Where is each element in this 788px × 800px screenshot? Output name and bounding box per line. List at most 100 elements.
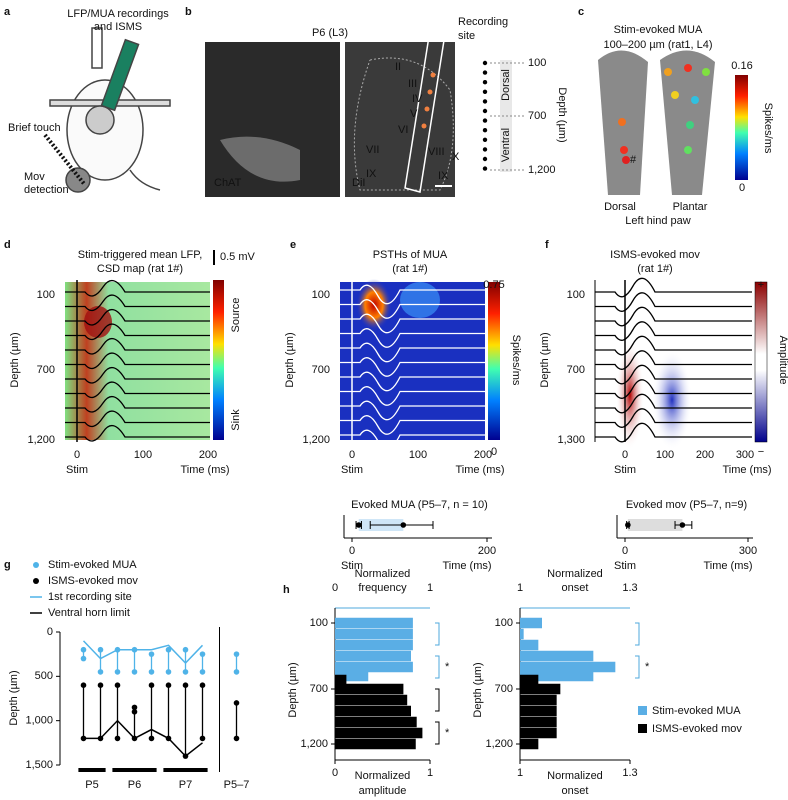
lamina-label: IX	[366, 168, 377, 180]
y-tick-label: 700	[567, 364, 585, 376]
label: Stim	[614, 464, 636, 476]
site-dot	[482, 60, 488, 66]
panel-d-map	[65, 250, 224, 440]
site-dot	[482, 128, 488, 133]
trace	[65, 396, 210, 413]
panel-letter: e	[290, 239, 296, 251]
point	[199, 651, 206, 657]
trace	[595, 422, 752, 443]
trace	[340, 299, 485, 319]
significance: *	[645, 661, 650, 673]
label: +	[758, 279, 764, 291]
trace	[595, 292, 752, 312]
site-dot	[482, 99, 488, 104]
trace	[65, 323, 210, 341]
label: Time (ms)	[180, 464, 229, 476]
trace	[340, 386, 485, 406]
x-tick-label: 200	[199, 449, 217, 461]
panel-letter: a	[4, 6, 11, 18]
point	[97, 646, 104, 653]
point	[233, 669, 240, 675]
bottom-tick-label: 1.3	[622, 767, 637, 779]
label: Stim	[614, 560, 636, 572]
label: Amplitude	[777, 336, 788, 385]
depth-tick: 100	[528, 57, 546, 69]
significance: *	[445, 727, 450, 739]
bracket	[635, 622, 640, 646]
y-tick-label: 1,200	[27, 434, 55, 446]
x-tick-label: 0	[622, 545, 628, 557]
trace	[65, 425, 210, 442]
label: Time (ms)	[455, 464, 504, 476]
trace	[595, 277, 752, 298]
y-tick-label: 1,300	[557, 434, 585, 446]
point	[114, 735, 121, 742]
x-tick-label: 200	[478, 545, 496, 557]
label: Normalized	[355, 568, 411, 580]
trace	[595, 335, 752, 356]
label: Depth (µm)	[8, 670, 20, 725]
label: Stim	[66, 464, 88, 476]
point	[148, 651, 155, 657]
point	[148, 669, 155, 675]
x-tick-label: 100	[134, 449, 152, 461]
label: and ISMS	[94, 21, 142, 33]
site-dot	[482, 137, 488, 142]
y-tick-label: 100	[495, 617, 513, 629]
onset-dot	[355, 522, 362, 528]
x-tick-label: 200	[696, 449, 714, 461]
label: Normalized	[355, 770, 411, 782]
label: Stim	[341, 464, 363, 476]
y-tick-label: 1,000	[25, 715, 53, 727]
trace	[65, 381, 210, 399]
label: 0	[491, 446, 497, 458]
panel-letter: f	[545, 239, 549, 251]
lamina-label: VII	[366, 144, 379, 156]
legend-label: Stim-evoked MUA	[48, 559, 137, 571]
legend-label: 1st recording site	[48, 591, 132, 603]
trace	[340, 357, 485, 377]
top-tick-label: 1	[427, 582, 433, 594]
label: CSD map (rat 1#)	[97, 263, 183, 275]
label: Depth (µm)	[472, 662, 484, 717]
legend-label: ISMS-evoked mov	[48, 575, 138, 587]
label: Depth (µm)	[556, 87, 568, 142]
point	[233, 651, 240, 657]
x-tick-label: 300	[739, 545, 757, 557]
point	[131, 669, 138, 675]
site-dot	[482, 70, 488, 75]
y-tick-label: 1,500	[25, 759, 53, 771]
label: −	[758, 446, 764, 458]
label: 0.75	[483, 279, 504, 291]
x-tick-label: 0	[349, 449, 355, 461]
bar	[520, 716, 557, 728]
label: Normalized	[547, 568, 603, 580]
label: Spikes/ms	[510, 335, 522, 386]
bracket	[435, 655, 440, 679]
legend-label: ISMS-evoked mov	[652, 723, 742, 735]
bar	[520, 727, 557, 739]
x-tick-label: 100	[409, 449, 427, 461]
point	[114, 669, 121, 675]
site-dot	[482, 156, 488, 162]
y-tick-label: 700	[312, 364, 330, 376]
point	[148, 682, 155, 688]
label: Stim	[341, 560, 363, 572]
bar	[335, 650, 411, 662]
panel-b-images	[205, 29, 512, 197]
y-tick-label: 100	[312, 289, 330, 301]
bar	[335, 705, 411, 717]
label: (rat 1#)	[637, 263, 672, 275]
site-dot	[482, 108, 488, 114]
label: Time (ms)	[703, 560, 752, 572]
peak-dot	[679, 522, 686, 528]
panel-e-map	[340, 279, 500, 440]
label: onset	[562, 582, 589, 594]
point	[165, 669, 172, 675]
x-tick-label: P6	[128, 779, 141, 791]
x-tick-label: P5	[85, 779, 98, 791]
label: frequency	[358, 582, 407, 594]
site-dot	[482, 89, 488, 95]
trace	[65, 309, 210, 326]
point	[114, 682, 121, 688]
